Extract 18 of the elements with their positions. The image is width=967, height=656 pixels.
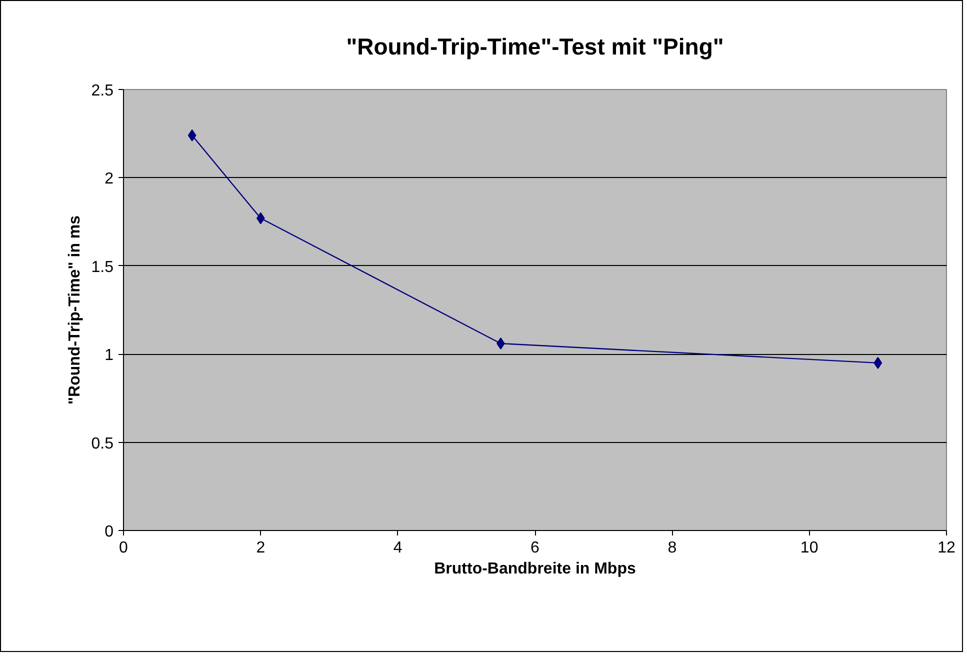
x-tick-label: 4 [393, 540, 402, 556]
y-tick-label: 1 [104, 347, 114, 364]
point [188, 129, 196, 142]
y-tick-label: 0.5 [91, 435, 114, 452]
y-tick-label: 1.5 [91, 258, 114, 276]
y-tick-label: 2 [104, 170, 114, 188]
y-tick-label: 2.5 [91, 82, 114, 100]
x-tick-label: 2 [256, 540, 266, 556]
x-tick-label: 6 [530, 540, 540, 556]
x-tick-label: 0 [119, 540, 128, 556]
y-tick-label: 0 [104, 524, 114, 540]
x-axis-title: Brutto-Bandbreite in Mbps [434, 560, 636, 578]
y-axis-title: "Round-Trip-Time" in ms [66, 215, 84, 405]
point [874, 356, 882, 369]
chart-title: "Round-Trip-Time"-Test mit "Ping" [346, 34, 724, 60]
x-tick-label: 12 [938, 540, 956, 556]
x-tick-label: 8 [668, 540, 677, 556]
x-tick-label: 10 [800, 540, 818, 556]
